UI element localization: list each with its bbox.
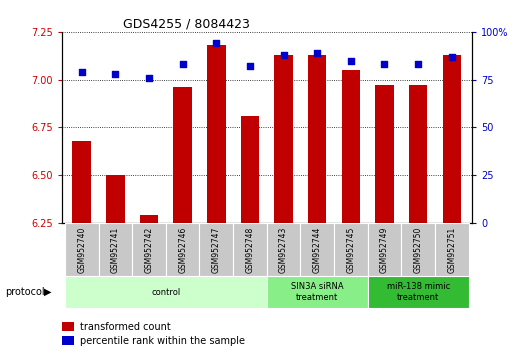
Bar <box>301 223 334 276</box>
Point <box>448 54 456 59</box>
Text: GSM952740: GSM952740 <box>77 226 86 273</box>
Bar <box>106 175 125 223</box>
Bar <box>65 276 267 308</box>
Text: protocol: protocol <box>5 287 45 297</box>
Text: GSM952750: GSM952750 <box>413 226 423 273</box>
Text: ▶: ▶ <box>44 287 51 297</box>
Point <box>280 52 288 58</box>
Text: GSM952747: GSM952747 <box>212 226 221 273</box>
Point <box>212 40 221 46</box>
Bar <box>200 223 233 276</box>
Text: GSM952746: GSM952746 <box>178 226 187 273</box>
Point <box>381 62 389 67</box>
Bar <box>443 55 461 223</box>
Bar <box>267 223 301 276</box>
Point <box>414 62 422 67</box>
Bar <box>140 215 159 223</box>
Text: SIN3A siRNA
treatment: SIN3A siRNA treatment <box>291 282 344 302</box>
Bar <box>435 223 468 276</box>
Text: GSM952745: GSM952745 <box>346 226 356 273</box>
Text: GDS4255 / 8084423: GDS4255 / 8084423 <box>123 18 250 31</box>
Text: transformed count: transformed count <box>80 322 170 332</box>
Point <box>313 50 321 56</box>
Bar <box>375 85 394 223</box>
Bar <box>409 85 427 223</box>
Text: GSM952751: GSM952751 <box>447 227 456 273</box>
Bar <box>98 223 132 276</box>
Bar <box>207 45 226 223</box>
Point <box>246 63 254 69</box>
Point <box>179 62 187 67</box>
Bar <box>166 223 200 276</box>
Bar <box>368 223 401 276</box>
Bar <box>267 276 368 308</box>
Bar <box>65 223 98 276</box>
Bar <box>241 116 259 223</box>
Text: GSM952744: GSM952744 <box>313 226 322 273</box>
Text: GSM952749: GSM952749 <box>380 226 389 273</box>
Bar <box>308 55 326 223</box>
Point <box>111 71 120 77</box>
Point <box>77 69 86 75</box>
Bar <box>334 223 368 276</box>
Bar <box>72 141 91 223</box>
Text: control: control <box>151 287 181 297</box>
Text: GSM952748: GSM952748 <box>245 227 254 273</box>
Text: GSM952741: GSM952741 <box>111 227 120 273</box>
Point <box>145 75 153 81</box>
Text: GSM952742: GSM952742 <box>145 227 153 273</box>
Text: GSM952743: GSM952743 <box>279 226 288 273</box>
Bar <box>132 223 166 276</box>
Bar <box>401 223 435 276</box>
Bar <box>368 276 468 308</box>
Bar <box>173 87 192 223</box>
Text: miR-138 mimic
treatment: miR-138 mimic treatment <box>386 282 450 302</box>
Bar <box>274 55 293 223</box>
Point <box>347 58 355 63</box>
Bar <box>233 223 267 276</box>
Bar <box>342 70 360 223</box>
Text: percentile rank within the sample: percentile rank within the sample <box>80 336 245 346</box>
